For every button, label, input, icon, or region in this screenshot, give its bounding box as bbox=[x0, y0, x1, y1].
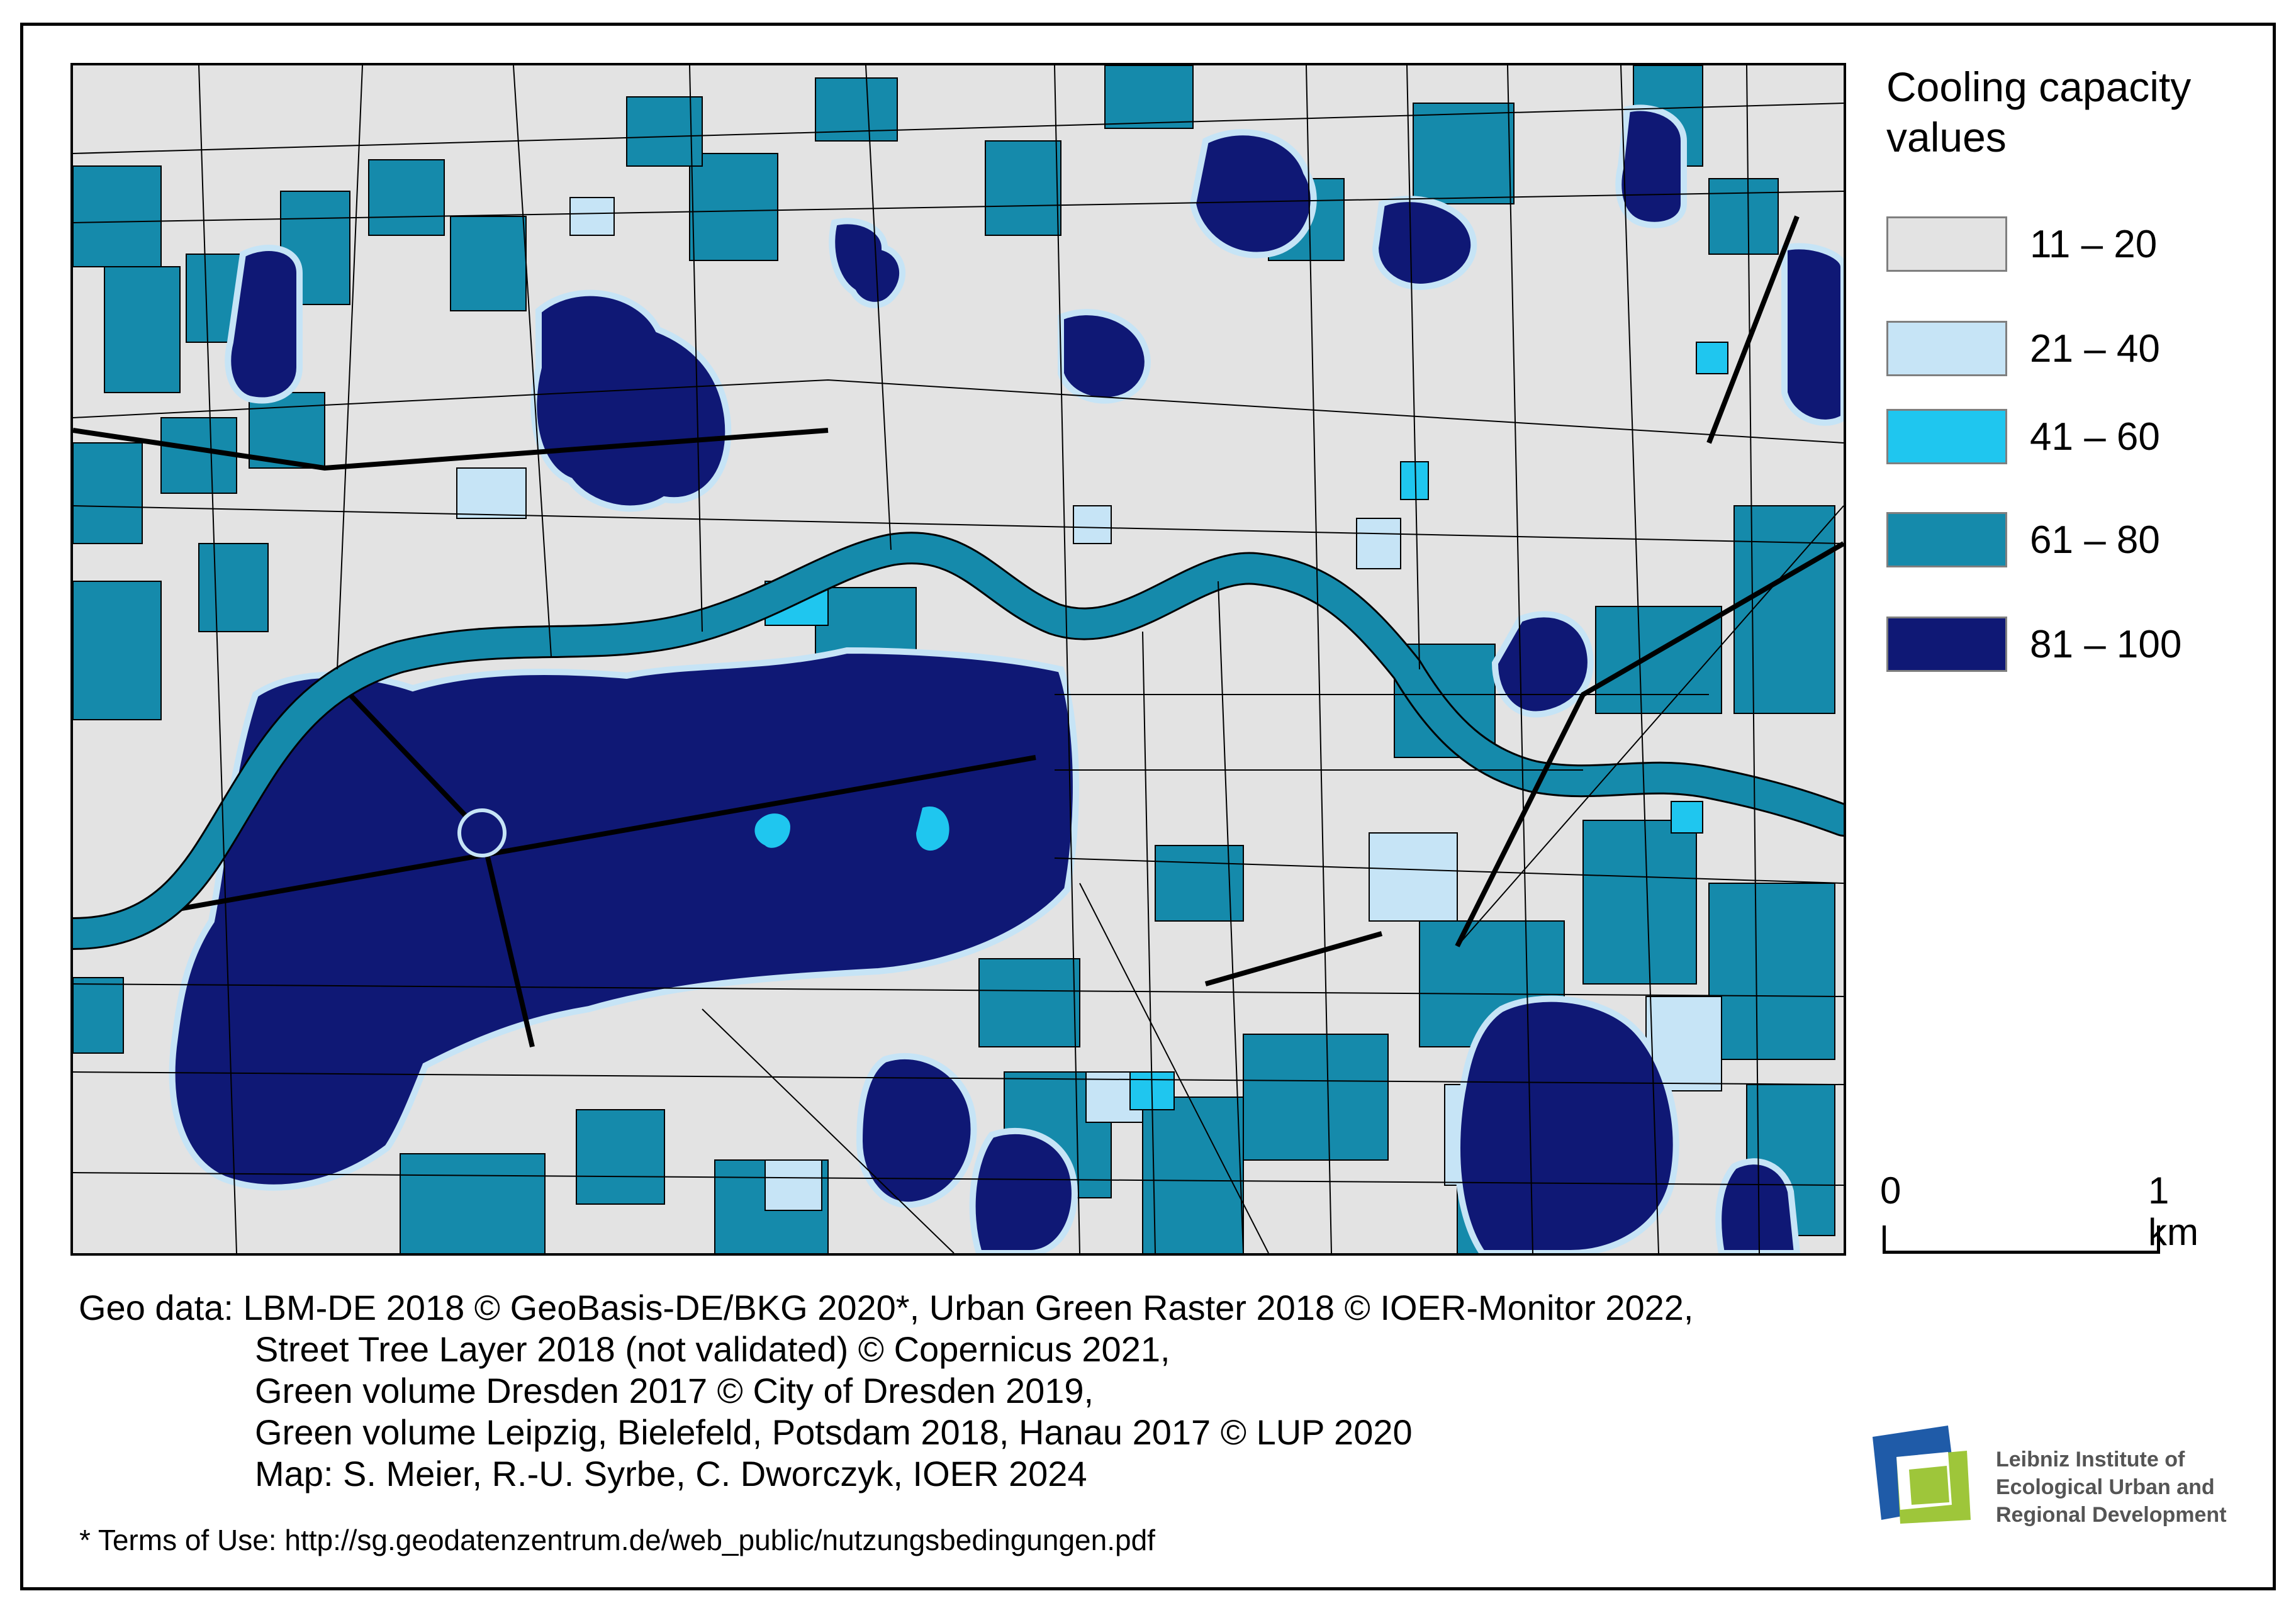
legend-swatch bbox=[1886, 216, 2007, 272]
legend-label: 21 – 40 bbox=[2030, 327, 2160, 371]
logo-line-3: Regional Development bbox=[1996, 1503, 2227, 1527]
scale-bar: 0 1 km bbox=[1880, 1169, 2198, 1258]
logo-text: Leibniz Institute of Ecological Urban an… bbox=[1996, 1446, 2227, 1529]
legend-label: 11 – 20 bbox=[2030, 223, 2158, 266]
figure-frame bbox=[20, 23, 2276, 1590]
main-roads bbox=[73, 215, 1844, 986]
credit-line-5: Map: S. Meier, R.-U. Syrbe, C. Dworczyk,… bbox=[255, 1454, 1087, 1493]
logo-mark-icon bbox=[1873, 1426, 1971, 1524]
legend-title: Cooling capacity values bbox=[1886, 62, 2191, 162]
map-canvas bbox=[73, 65, 1844, 1253]
scale-tick-start bbox=[1883, 1225, 1886, 1254]
legend-title-line1: Cooling capacity bbox=[1886, 64, 2192, 110]
logo-line-1: Leibniz Institute of bbox=[1996, 1448, 2185, 1471]
legend-swatch bbox=[1886, 617, 2007, 672]
legend-label: 81 – 100 bbox=[2030, 623, 2182, 666]
legend-label: 41 – 60 bbox=[2030, 415, 2160, 459]
legend-label: 61 – 80 bbox=[2030, 518, 2160, 562]
scale-end-label: 1 km bbox=[2148, 1169, 2198, 1253]
credit-line-3: Green volume Dresden 2017 © City of Dres… bbox=[255, 1371, 1094, 1410]
legend-swatch bbox=[1886, 321, 2007, 376]
legend-swatch bbox=[1886, 512, 2007, 567]
park-ponds bbox=[754, 806, 949, 851]
scale-line bbox=[1883, 1251, 2159, 1254]
institute-logo: Leibniz Institute of Ecological Urban an… bbox=[1873, 1426, 2296, 1532]
streets bbox=[73, 65, 1844, 1253]
park-paths bbox=[110, 693, 1036, 1047]
park-area bbox=[169, 647, 1079, 1191]
legend-swatch bbox=[1886, 409, 2007, 464]
patches-81-100 bbox=[225, 104, 1844, 1253]
scale-tick-end bbox=[2157, 1225, 2160, 1254]
park-roundabout bbox=[457, 808, 507, 857]
credit-line-4: Green volume Leipzig, Bielefeld, Potsdam… bbox=[255, 1412, 1413, 1452]
logo-line-2: Ecological Urban and bbox=[1996, 1475, 2215, 1499]
legend-title-line2: values bbox=[1886, 114, 2007, 160]
scale-start-label: 0 bbox=[1880, 1169, 1901, 1212]
terms-of-use: * Terms of Use: http://sg.geodatenzentru… bbox=[79, 1524, 1155, 1556]
credit-line-2: Street Tree Layer 2018 (not validated) ©… bbox=[255, 1329, 1170, 1369]
map-panel[interactable] bbox=[70, 63, 1846, 1256]
river-fill bbox=[73, 533, 1844, 948]
credit-line-1: Geo data: LBM-DE 2018 © GeoBasis-DE/BKG … bbox=[79, 1288, 1694, 1327]
